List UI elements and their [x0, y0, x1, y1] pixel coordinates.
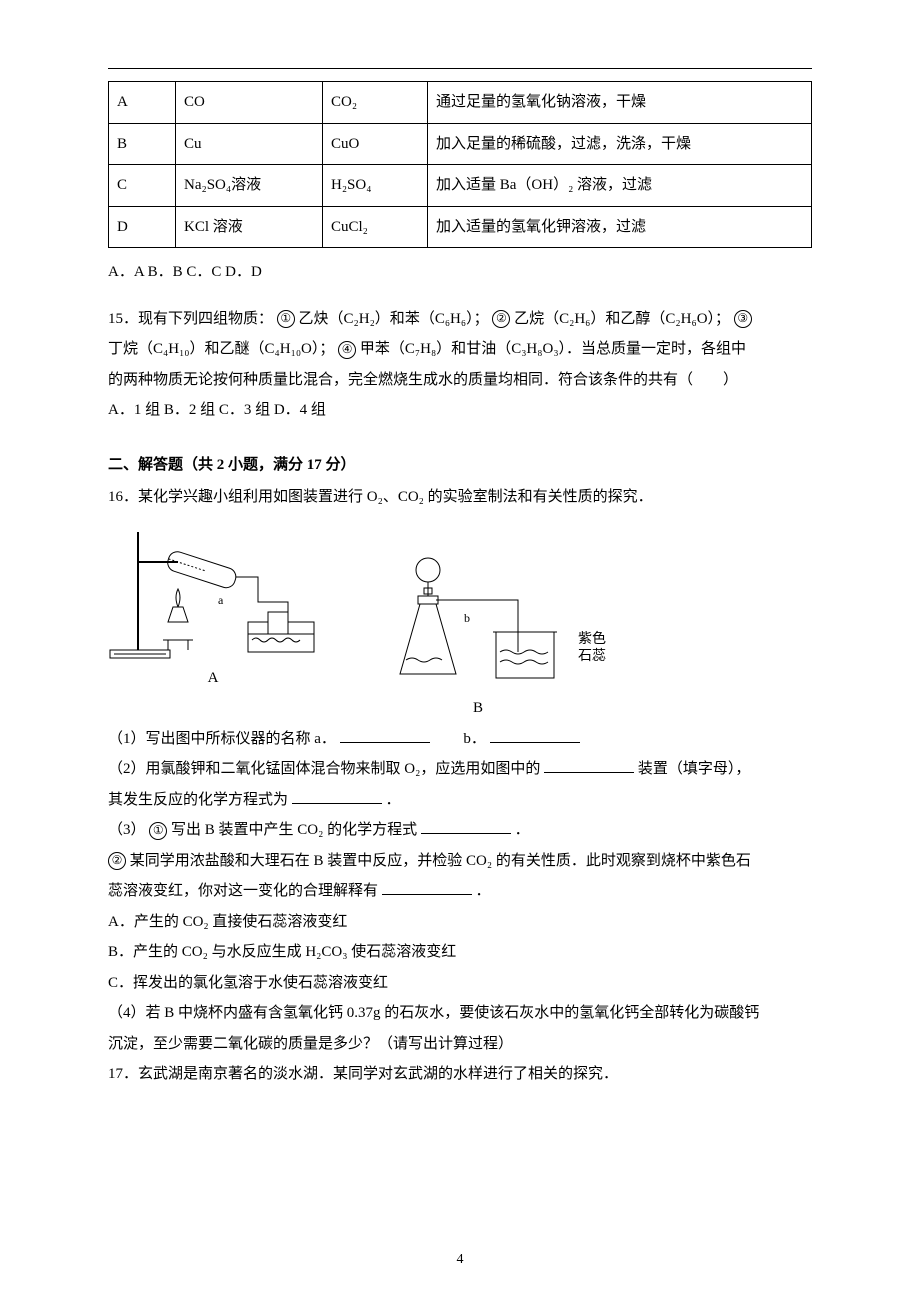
text: ．: [386, 792, 401, 808]
question-17: 17．玄武湖是南京著名的淡水湖．某同学对玄武湖的水样进行了相关的探究．: [108, 1060, 812, 1089]
svg-text:b: b: [464, 611, 470, 625]
table-row: A CO CO₂ 通过足量的氢氧化钠溶液，干燥: [109, 82, 812, 124]
table-row: B Cu CuO 加入足量的稀硫酸，过滤，洗涤，干燥: [109, 123, 812, 165]
q15-options: A．1 组 B．2 组 C．3 组 D．4 组: [108, 396, 812, 425]
q16-part2: （2）用氯酸钾和二氧化锰固体混合物来制取 O₂，应选用如图中的 装置（填字母），: [108, 755, 812, 784]
text: 其发生反应的化学方程式为: [108, 792, 288, 808]
circled-3-icon: ③: [734, 310, 752, 328]
q16-part4b: 沉淀，至少需要二氧化碳的质量是多少？（请写出计算过程）: [108, 1030, 812, 1059]
q16-opt-b: B．产生的 CO₂ 与水反应生成 H₂CO₃ 使石蕊溶液变红: [108, 938, 812, 967]
figure-a-label: A: [108, 664, 318, 693]
apparatus-a-icon: a: [108, 522, 318, 662]
blank-device: [544, 757, 634, 773]
figure-b-side-label: 紫色 石蕊: [578, 632, 606, 666]
svg-text:a: a: [218, 593, 224, 607]
blank-b: [490, 727, 580, 743]
cell-impurity: CuCl₂: [323, 206, 428, 248]
q16-part3-1: （3） ① 写出 B 装置中产生 CO₂ 的化学方程式 ．: [108, 816, 812, 845]
q16-part3-2b: 蕊溶液变红，你对这一变化的合理解释有 ．: [108, 877, 812, 906]
table-row: C Na₂SO₄溶液 H₂SO₄ 加入适量 Ba（OH）₂ 溶液，过滤: [109, 165, 812, 207]
text: （3）: [108, 822, 146, 838]
cell-substance: KCl 溶液: [176, 206, 323, 248]
cell-key: B: [109, 123, 176, 165]
cell-substance: CO: [176, 82, 323, 124]
q15-text: 乙烷（C₂H₆）和乙醇（C₂H₆O）；: [514, 311, 730, 327]
q16-part3-2a: ② 某同学用浓盐酸和大理石在 B 装置中反应，并检验 CO₂ 的有关性质．此时观…: [108, 847, 812, 876]
table-row: D KCl 溶液 CuCl₂ 加入适量的氢氧化钾溶液，过滤: [109, 206, 812, 248]
cell-key: D: [109, 206, 176, 248]
blank-explain: [382, 879, 472, 895]
cell-impurity: H₂SO₄: [323, 165, 428, 207]
cell-impurity: CuO: [323, 123, 428, 165]
apparatus-b-icon: b: [378, 552, 578, 692]
apparatus-a-figure: a A: [108, 522, 318, 693]
circled-1-icon: ①: [277, 310, 295, 328]
cell-method: 加入适量的氢氧化钾溶液，过滤: [428, 206, 812, 248]
q15-text: 丁烷（C₄H₁₀）和乙醚（C₄H₁₀O）；: [108, 341, 334, 357]
text: （1）写出图中所标仪器的名称 a．: [108, 731, 336, 747]
cell-substance: Na₂SO₄溶液: [176, 165, 323, 207]
q15-text: 15．现有下列四组物质：: [108, 311, 273, 327]
cell-substance: Cu: [176, 123, 323, 165]
text: 装置（填字母），: [638, 761, 751, 777]
cell-method: 加入适量 Ba（OH）₂ 溶液，过滤: [428, 165, 812, 207]
q16-part4a: （4）若 B 中烧杯内盛有含氢氧化钙 0.37g 的石灰水，要使该石灰水中的氢氧…: [108, 999, 812, 1028]
q16-opt-c: C．挥发出的氯化氢溶于水使石蕊溶液变红: [108, 969, 812, 998]
cell-method: 加入足量的稀硫酸，过滤，洗涤，干燥: [428, 123, 812, 165]
text: 某同学用浓盐酸和大理石在 B 装置中反应，并检验 CO₂ 的有关性质．此时观察到…: [130, 853, 751, 869]
q15-text: 乙炔（C₂H₂）和苯（C₆H₆）；: [299, 311, 489, 327]
q15-text: 甲苯（C₇H₈）和甘油（C₃H₈O₃）．当总质量一定时，各组中: [360, 341, 746, 357]
question-15: 15．现有下列四组物质： ① 乙炔（C₂H₂）和苯（C₆H₆）； ② 乙烷（C₂…: [108, 305, 812, 425]
text: ．: [515, 822, 530, 838]
q16-figure-row: a A: [108, 522, 812, 693]
text: b．: [433, 731, 486, 747]
blank-equation: [292, 788, 382, 804]
circled-1-icon: ①: [149, 822, 167, 840]
circled-2-icon: ②: [108, 852, 126, 870]
cell-key: A: [109, 82, 176, 124]
blank-a: [340, 727, 430, 743]
text: （2）用氯酸钾和二氧化锰固体混合物来制取 O₂，应选用如图中的: [108, 761, 540, 777]
cell-method: 通过足量的氢氧化钠溶液，干燥: [428, 82, 812, 124]
q14-options-table: A CO CO₂ 通过足量的氢氧化钠溶液，干燥 B Cu CuO 加入足量的稀硫…: [108, 81, 812, 248]
cell-key: C: [109, 165, 176, 207]
q15-text: 的两种物质无论按何种质量比混合，完全燃烧生成水的质量均相同．符合该条件的共有（ …: [108, 366, 812, 395]
circled-2-icon: ②: [492, 310, 510, 328]
text: ．: [476, 883, 491, 899]
blank-co2-equation: [421, 818, 511, 834]
text: 写出 B 装置中产生 CO₂ 的化学方程式: [171, 822, 417, 838]
circled-4-icon: ④: [338, 341, 356, 359]
header-rule: [108, 68, 812, 69]
q16-opt-a: A．产生的 CO₂ 直接使石蕊溶液变红: [108, 908, 812, 937]
page-number: 4: [0, 1247, 920, 1274]
q16-part1: （1）写出图中所标仪器的名称 a． b．: [108, 725, 812, 754]
apparatus-b-figure: b 紫色 石蕊: [378, 526, 606, 692]
q16-stem: 16．某化学兴趣小组利用如图装置进行 O₂、CO₂ 的实验室制法和有关性质的探究…: [108, 483, 812, 512]
q14-answer-options: A．A B．B C．C D．D: [108, 258, 812, 287]
cell-impurity: CO₂: [323, 82, 428, 124]
figure-b-label: B: [378, 694, 578, 723]
q16-part2b: 其发生反应的化学方程式为 ．: [108, 786, 812, 815]
section-2-heading: 二、解答题（共 2 小题，满分 17 分）: [108, 451, 812, 480]
text: 蕊溶液变红，你对这一变化的合理解释有: [108, 883, 378, 899]
